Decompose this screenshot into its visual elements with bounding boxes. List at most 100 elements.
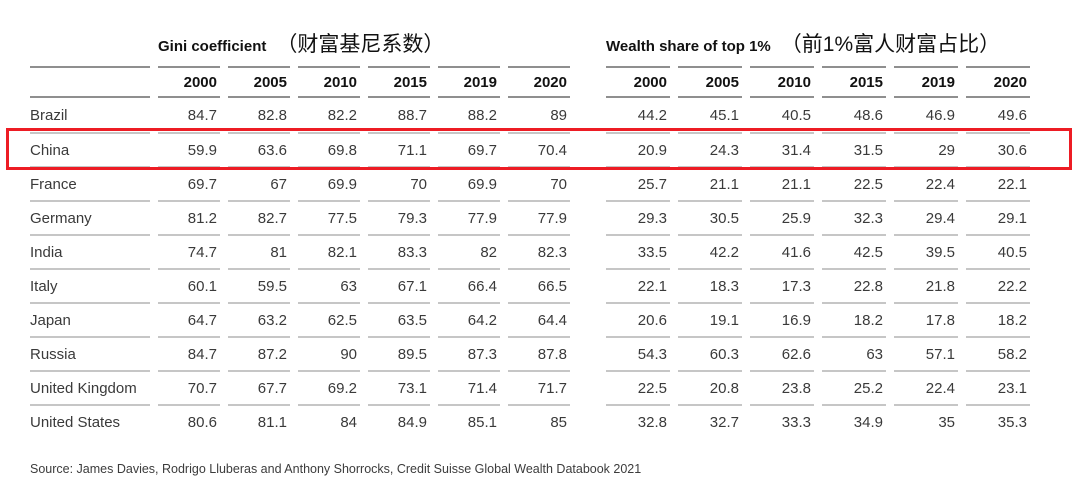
gini-value-cell: 77.5	[298, 200, 360, 234]
wealth-value-cell: 29.1	[966, 200, 1030, 234]
year-header-cell: 2020	[508, 66, 570, 98]
wealth-value-cell: 29	[894, 132, 958, 166]
gini-value-cell: 84.7	[158, 336, 220, 370]
gini-value-cell: 77.9	[438, 200, 500, 234]
wealth-value-cell: 57.1	[894, 336, 958, 370]
wealth-value-cell: 62.6	[750, 336, 814, 370]
data-table: 2000 2005 2010 2015 2019 2020 2000 2005 2010 2015…	[30, 66, 1030, 438]
wealth-value-cell: 23.1	[966, 370, 1030, 404]
wealth-value-cell: 44.2	[637, 106, 667, 124]
gini-value-cell: 82.8	[257, 106, 287, 124]
wealth-value-cell: 22.4	[894, 370, 958, 404]
gini-value-cell: 82.7	[228, 200, 290, 234]
wealth-value-cell: 58.2	[966, 336, 1030, 370]
wealth-value-cell: 24.3	[678, 132, 742, 166]
gini-value-cell: 69.2	[298, 370, 360, 404]
gini-value-cell: 89.5	[368, 336, 430, 370]
gini-value-cell: 85	[508, 404, 570, 438]
gini-value-cell: 59.9	[158, 132, 220, 166]
group-gap-spacer	[578, 268, 598, 302]
gini-value-cell: 82.1	[298, 234, 360, 268]
gini-value-cell: 82	[438, 234, 500, 268]
year-header-cell: 2000	[606, 66, 670, 98]
gini-value-cell: 88.7	[397, 106, 427, 124]
gini-group-header: Gini coefficient （财富基尼系数）	[158, 28, 570, 58]
gini-value-cell: 67.1	[368, 268, 430, 302]
gini-value-cell: 87.3	[438, 336, 500, 370]
gini-value-cell: 67.7	[228, 370, 290, 404]
gini-value-cell: 88.2	[467, 106, 497, 124]
gini-value-cell: 63.6	[228, 132, 290, 166]
table-row: Russia 84.7 87.2 90 89.5 87.3 87.8 54.3 60.3 62.6…	[30, 336, 1030, 370]
country-cell: United States	[30, 404, 150, 438]
gini-value-cell: 83.3	[368, 234, 430, 268]
country-cell: France	[30, 166, 150, 200]
gini-value-cell: 67	[228, 166, 290, 200]
gini-value-cell: 66.5	[508, 268, 570, 302]
gini-value-cell: 82.3	[508, 234, 570, 268]
gini-value-cell: 71.4	[438, 370, 500, 404]
wealth-value-cell: 40.5	[966, 234, 1030, 268]
gini-group-title-zh: （财富基尼系数）	[276, 33, 445, 56]
gini-value-cell: 81	[228, 234, 290, 268]
country-column-header	[30, 66, 150, 98]
gini-value-cell: 90	[298, 336, 360, 370]
gini-value-cell: 69.7	[438, 132, 500, 166]
wealth-value-cell: 18.2	[822, 302, 886, 336]
table-row: France 69.7 67 69.9 70 69.9 70 25.7 21.1 21.1 22.5…	[30, 166, 1030, 200]
wealth-value-cell: 18.2	[966, 302, 1030, 336]
wealth-value-cell: 21.1	[678, 166, 742, 200]
table-row: Brazil 84.7 82.8 82.2 88.7 88.2 89 44.2 45.1 40.5…	[30, 98, 1030, 132]
wealth-value-cell: 29.3	[606, 200, 670, 234]
wealth-value-cell: 39.5	[894, 234, 958, 268]
wealth-value-cell: 35.3	[966, 404, 1030, 438]
gini-value-cell: 69.8	[298, 132, 360, 166]
group-gap-spacer	[578, 66, 598, 98]
gini-value-cell: 77.9	[508, 200, 570, 234]
gini-value-cell: 63	[298, 268, 360, 302]
wealth-value-cell: 45.1	[709, 106, 739, 124]
year-header-cell: 2020	[966, 66, 1030, 98]
wealth-value-cell: 40.5	[781, 106, 811, 124]
year-header-cell: 2005	[678, 66, 742, 98]
wealth-value-cell: 32.3	[822, 200, 886, 234]
country-cell: United Kingdom	[30, 370, 150, 404]
gini-value-cell: 69.7	[158, 166, 220, 200]
wealth-value-cell: 20.8	[678, 370, 742, 404]
wealth-group-title-zh: （前1%富人财富占比）	[780, 33, 1001, 56]
group-header-row: Gini coefficient （财富基尼系数） Wealth share o…	[30, 4, 1030, 66]
gini-value-cell: 84.9	[368, 404, 430, 438]
group-gap-spacer	[578, 302, 598, 336]
gini-value-cell: 59.5	[228, 268, 290, 302]
gini-value-cell: 70	[508, 166, 570, 200]
wealth-value-cell: 41.6	[750, 234, 814, 268]
gini-value-cell: 80.6	[158, 404, 220, 438]
wealth-value-cell: 63	[822, 336, 886, 370]
gini-value-cell: 70.4	[508, 132, 570, 166]
country-cell: China	[30, 132, 150, 166]
year-header-cell: 2015	[368, 66, 430, 98]
country-cell: Germany	[30, 200, 150, 234]
gini-value-cell: 63.2	[228, 302, 290, 336]
year-header-cell: 2005	[228, 66, 290, 98]
gini-value-cell: 71.7	[508, 370, 570, 404]
group-gap-spacer	[578, 336, 598, 370]
wealth-value-cell: 21.8	[894, 268, 958, 302]
wealth-group-title-en: Wealth share of top 1%	[606, 38, 771, 55]
table-row: India 74.7 81 82.1 83.3 82 82.3 33.5 42.2 41.6 42.…	[30, 234, 1030, 268]
wealth-value-cell: 46.9	[925, 106, 955, 124]
gini-value-cell: 69.9	[438, 166, 500, 200]
gini-value-cell: 85.1	[438, 404, 500, 438]
gini-value-cell: 70.7	[158, 370, 220, 404]
wealth-value-cell: 48.6	[853, 106, 883, 124]
wealth-value-cell: 22.5	[822, 166, 886, 200]
gini-value-cell: 84.7	[187, 106, 217, 124]
source-citation: Source: James Davies, Rodrigo Lluberas a…	[30, 462, 642, 476]
wealth-value-cell: 30.5	[678, 200, 742, 234]
gini-value-cell: 64.4	[508, 302, 570, 336]
gini-value-cell: 87.2	[228, 336, 290, 370]
group-gap-spacer	[578, 234, 598, 268]
table-row: Japan 64.7 63.2 62.5 63.5 64.2 64.4 20.6 19.1 16.…	[30, 302, 1030, 336]
year-header-cell: 2019	[894, 66, 958, 98]
